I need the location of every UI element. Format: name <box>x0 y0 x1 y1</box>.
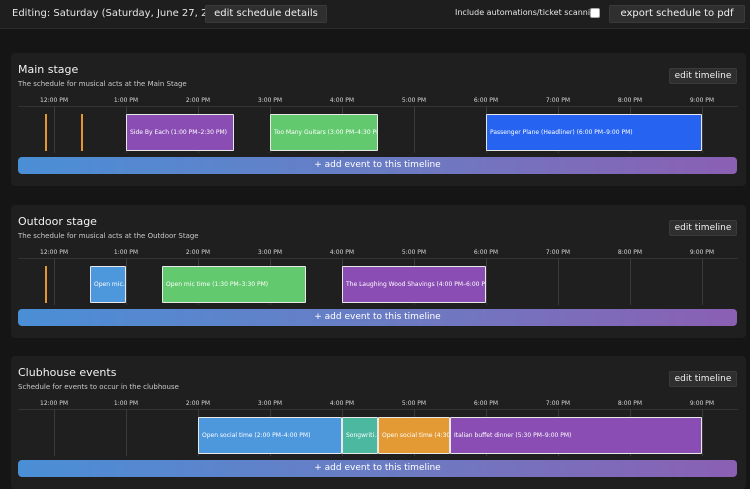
time-label: 2:00 PM <box>185 97 211 104</box>
time-label: 4:00 PM <box>329 249 355 256</box>
add-event-button[interactable]: + add event to this timeline <box>18 460 737 477</box>
time-label: 12:00 PM <box>40 249 68 256</box>
timeline-description: The schedule for musical acts at the Out… <box>18 232 199 240</box>
event-block[interactable]: The Laughing Wood Shavings (4:00 PM–6:00… <box>342 266 486 303</box>
time-label: 6:00 PM <box>473 400 499 407</box>
add-event-button[interactable]: + add event to this timeline <box>18 157 737 174</box>
event-block[interactable]: Too Many Guitars (3:00 PM–4:30 PM) <box>270 114 378 151</box>
hour-gridline <box>414 106 415 153</box>
timeline-panel: Clubhouse events Schedule for events to o… <box>11 356 746 489</box>
time-label: 2:00 PM <box>185 400 211 407</box>
event-block[interactable]: Open social time (4:30… <box>378 417 450 454</box>
timeline-title: Clubhouse events <box>18 366 117 379</box>
event-block[interactable]: Passenger Plane (Headliner) (6:00 PM–9:0… <box>486 114 702 151</box>
timeline-axis <box>18 409 738 410</box>
time-label: 7:00 PM <box>545 400 571 407</box>
add-event-button[interactable]: + add event to this timeline <box>18 309 737 326</box>
export-pdf-button[interactable]: export schedule to pdf <box>609 5 745 23</box>
time-label: 5:00 PM <box>401 97 427 104</box>
time-label: 2:00 PM <box>185 249 211 256</box>
hour-gridline <box>54 106 55 153</box>
time-label: 8:00 PM <box>617 249 643 256</box>
time-label: 9:00 PM <box>689 97 715 104</box>
hour-gridline <box>558 258 559 305</box>
time-label: 5:00 PM <box>401 249 427 256</box>
time-label: 4:00 PM <box>329 97 355 104</box>
time-label: 4:00 PM <box>329 400 355 407</box>
top-bar: Editing: Saturday (Saturday, June 27, 20… <box>0 0 750 29</box>
automations-checkbox-label: Include automations/ticket scanning <box>455 8 601 17</box>
automation-marker[interactable] <box>45 266 48 303</box>
time-label: 12:00 PM <box>40 97 68 104</box>
timeline-axis <box>18 106 738 107</box>
timeline-panel: Outdoor stage The schedule for musical ac… <box>11 205 746 338</box>
edit-timeline-button[interactable]: edit timeline <box>669 220 737 236</box>
time-label: 3:00 PM <box>257 249 283 256</box>
automation-marker[interactable] <box>81 114 84 151</box>
time-label: 1:00 PM <box>113 400 139 407</box>
timeline-panel: Main stage The schedule for musical acts … <box>11 53 746 186</box>
time-label: 6:00 PM <box>473 97 499 104</box>
time-label: 8:00 PM <box>617 97 643 104</box>
hour-gridline <box>702 258 703 305</box>
timeline-title: Outdoor stage <box>18 215 97 228</box>
hour-gridline <box>486 258 487 305</box>
time-label: 3:00 PM <box>257 400 283 407</box>
timeline-description: The schedule for musical acts at the Mai… <box>18 80 187 88</box>
event-block[interactable]: Italian buffet dinner (5:30 PM–9:00 PM) <box>450 417 702 454</box>
time-label: 5:00 PM <box>401 400 427 407</box>
automations-checkbox[interactable] <box>590 8 600 18</box>
time-label: 3:00 PM <box>257 97 283 104</box>
time-label: 8:00 PM <box>617 400 643 407</box>
edit-timeline-button[interactable]: edit timeline <box>669 371 737 387</box>
time-label: 9:00 PM <box>689 249 715 256</box>
timeline-axis <box>18 258 738 259</box>
event-block[interactable]: Open mic… <box>90 266 126 303</box>
time-label: 7:00 PM <box>545 97 571 104</box>
timeline-description: Schedule for events to occur in the club… <box>18 383 179 391</box>
time-label: 1:00 PM <box>113 249 139 256</box>
event-block[interactable]: Open social time (2:00 PM–4:00 PM) <box>198 417 342 454</box>
edit-schedule-details-button[interactable]: edit schedule details <box>205 5 327 23</box>
time-label: 7:00 PM <box>545 249 571 256</box>
hour-gridline <box>702 106 703 153</box>
event-block[interactable]: Side By Each (1:00 PM–2:30 PM) <box>126 114 234 151</box>
hour-gridline <box>126 258 127 305</box>
editing-date-label: Editing: Saturday (Saturday, June 27, 20… <box>12 8 231 19</box>
event-block[interactable]: Songwriti… <box>342 417 378 454</box>
time-label: 12:00 PM <box>40 400 68 407</box>
hour-gridline <box>54 258 55 305</box>
event-block[interactable]: Open mic time (1:30 PM–3:30 PM) <box>162 266 306 303</box>
time-label: 9:00 PM <box>689 400 715 407</box>
time-label: 6:00 PM <box>473 249 499 256</box>
edit-timeline-button[interactable]: edit timeline <box>669 68 737 84</box>
automation-marker[interactable] <box>45 114 48 151</box>
hour-gridline <box>126 409 127 456</box>
hour-gridline <box>630 258 631 305</box>
time-label: 1:00 PM <box>113 97 139 104</box>
hour-gridline <box>702 409 703 456</box>
hour-gridline <box>54 409 55 456</box>
timeline-title: Main stage <box>18 63 79 76</box>
